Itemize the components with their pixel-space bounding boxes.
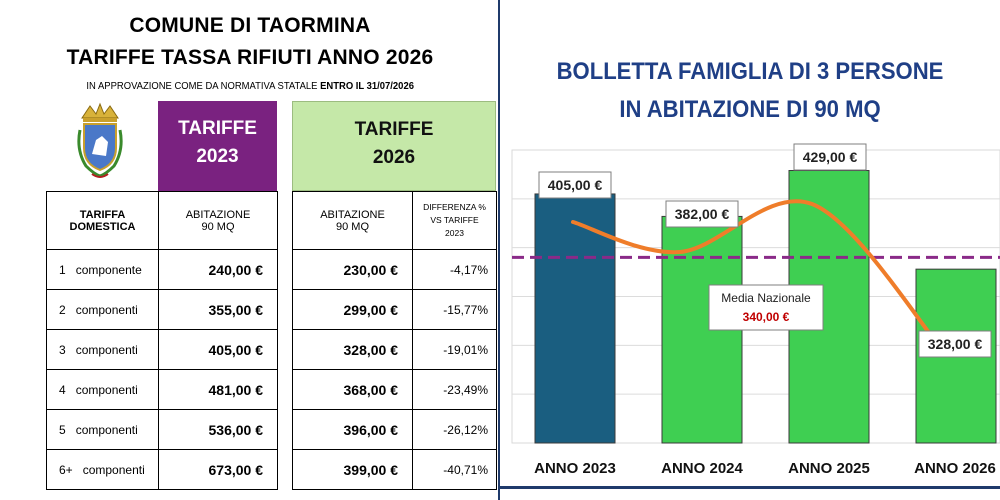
table-title-comune: COMUNE DI TAORMINA xyxy=(129,14,371,37)
value-label: 429,00 € xyxy=(803,149,858,165)
row-count: 5 xyxy=(59,422,66,437)
row-label: 2 componenti xyxy=(46,289,159,330)
media-nazionale-label: Media Nazionale xyxy=(721,291,811,305)
table-header-row: TARIFFA DOMESTICA ABITAZIONE 90 MQ xyxy=(46,191,278,250)
row-label: 4 componenti xyxy=(46,369,159,410)
header-2023-line2: 2023 xyxy=(196,146,239,167)
cell-tariffa-2026: 299,00 € xyxy=(292,289,413,330)
bottom-rule xyxy=(500,486,1000,489)
value-label: 328,00 € xyxy=(928,336,983,352)
header-2026-line2: 2026 xyxy=(372,147,416,168)
cell-differenza: -19,01% xyxy=(412,329,497,370)
value-label-box xyxy=(665,200,739,228)
category-label: ANNO 2023 xyxy=(534,460,616,477)
chart-title-line2: IN ABITAZIONE DI 90 MQ xyxy=(619,96,881,123)
cell-differenza: -40,71% xyxy=(412,449,497,490)
table-row: 4 componenti 481,00 € xyxy=(46,369,278,410)
row-unit: componenti xyxy=(75,422,138,437)
table-row: 399,00 € -40,71% xyxy=(292,449,497,490)
cell-tariffa-2023: 240,00 € xyxy=(158,249,278,290)
value-label: 382,00 € xyxy=(675,206,730,222)
row-count: 3 xyxy=(59,342,66,357)
table-row: 230,00 € -4,17% xyxy=(292,249,497,290)
value-label-box xyxy=(918,330,992,358)
cell-tariffa-2026: 368,00 € xyxy=(292,369,413,410)
media-nazionale-value: 340,00 € xyxy=(743,310,790,324)
table-subtitle: IN APPROVAZIONE COME DA NORMATIVA STATAL… xyxy=(0,80,500,92)
row-label: 3 componenti xyxy=(46,329,159,370)
table-row: 6+ componenti 673,00 € xyxy=(46,449,278,490)
table-header-row: ABITAZIONE 90 MQ DIFFERENZA % VS TARIFFE 20… xyxy=(292,191,497,250)
cell-differenza: -4,17% xyxy=(412,249,497,290)
cell-differenza: -15,77% xyxy=(412,289,497,330)
category-label: ANNO 2026 xyxy=(914,460,996,477)
category-label: ANNO 2025 xyxy=(788,460,870,477)
cell-tariffa-2023: 673,00 € xyxy=(158,449,278,490)
row-unit: componenti xyxy=(75,342,138,357)
row-label: 5 componenti xyxy=(46,409,159,450)
coat-of-arms-icon xyxy=(77,102,123,178)
cell-tariffa-2026: 230,00 € xyxy=(292,249,413,290)
header-tariffe-2026: TARIFFE 2026 xyxy=(292,101,496,191)
subtitle-deadline: ENTRO IL 31/07/2026 xyxy=(320,80,414,92)
cell-tariffa-2026: 328,00 € xyxy=(292,329,413,370)
table-row: 299,00 € -15,77% xyxy=(292,289,497,330)
tariff-table-panel: COMUNE DI TAORMINA TARIFFE TASSA RIFIUTI… xyxy=(0,14,500,490)
header-tariffe-2023: TARIFFE 2023 xyxy=(158,101,277,191)
cell-differenza: -26,12% xyxy=(412,409,497,450)
row-unit: componenti xyxy=(75,382,138,397)
col-header-differenza: DIFFERENZA % VS TARIFFE 2023 xyxy=(412,191,497,250)
table-tariffe-2026: ABITAZIONE 90 MQ DIFFERENZA % VS TARIFFE 20… xyxy=(292,191,497,490)
table-row: 3 componenti 405,00 € xyxy=(46,329,278,370)
table-title-tariffe: TARIFFE TASSA RIFIUTI ANNO 2026 xyxy=(66,46,434,69)
row-unit: componenti xyxy=(75,302,138,317)
category-label: ANNO 2024 xyxy=(661,460,743,477)
cell-tariffa-2023: 355,00 € xyxy=(158,289,278,330)
table-row: 1 componente 240,00 € xyxy=(46,249,278,290)
table-row: 5 componenti 536,00 € xyxy=(46,409,278,450)
cell-tariffa-2023: 536,00 € xyxy=(158,409,278,450)
bar xyxy=(534,193,616,444)
cell-tariffa-2023: 481,00 € xyxy=(158,369,278,410)
row-label: 1 componente xyxy=(46,249,159,290)
row-count: 4 xyxy=(59,382,66,397)
panel-divider xyxy=(498,0,500,500)
trend-line xyxy=(571,199,946,354)
subtitle-normal: IN APPROVAZIONE COME DA NORMATIVA STATAL… xyxy=(86,80,321,92)
bar-chart: 405,00 € 382,00 € 429,00 € 328,00 € Media Na… xyxy=(511,143,1000,477)
row-count: 1 xyxy=(59,262,66,277)
value-label-box xyxy=(793,143,867,171)
row-label: 6+ componenti xyxy=(46,449,159,490)
bill-chart-panel: BOLLETTA FAMIGLIA DI 3 PERSONE IN ABITAZ… xyxy=(500,0,1000,500)
header-2023-line1: TARIFFE xyxy=(178,118,257,139)
value-label: 405,00 € xyxy=(548,177,603,193)
header-2026-line1: TARIFFE xyxy=(354,119,434,140)
table-tariffe-2023: TARIFFA DOMESTICA ABITAZIONE 90 MQ 1 compo… xyxy=(46,191,278,490)
table-row: 2 componenti 355,00 € xyxy=(46,289,278,330)
table-row: 396,00 € -26,12% xyxy=(292,409,497,450)
table-row: 328,00 € -19,01% xyxy=(292,329,497,370)
row-unit: componenti xyxy=(82,462,145,477)
cell-tariffa-2026: 399,00 € xyxy=(292,449,413,490)
media-nazionale-box xyxy=(708,284,824,331)
row-unit: componente xyxy=(75,262,142,277)
cell-differenza: -23,49% xyxy=(412,369,497,410)
row-count: 2 xyxy=(59,302,66,317)
col-header-abitazione-2023: ABITAZIONE 90 MQ xyxy=(158,191,278,250)
cell-tariffa-2023: 405,00 € xyxy=(158,329,278,370)
cell-tariffa-2026: 396,00 € xyxy=(292,409,413,450)
value-label-box xyxy=(538,171,612,199)
row-count: 6+ xyxy=(59,462,73,477)
col-header-tariffa: TARIFFA DOMESTICA xyxy=(46,191,159,250)
col-header-abitazione-2026: ABITAZIONE 90 MQ xyxy=(292,191,413,250)
chart-title-line1: BOLLETTA FAMIGLIA DI 3 PERSONE xyxy=(556,58,944,85)
table-row: 368,00 € -23,49% xyxy=(292,369,497,410)
